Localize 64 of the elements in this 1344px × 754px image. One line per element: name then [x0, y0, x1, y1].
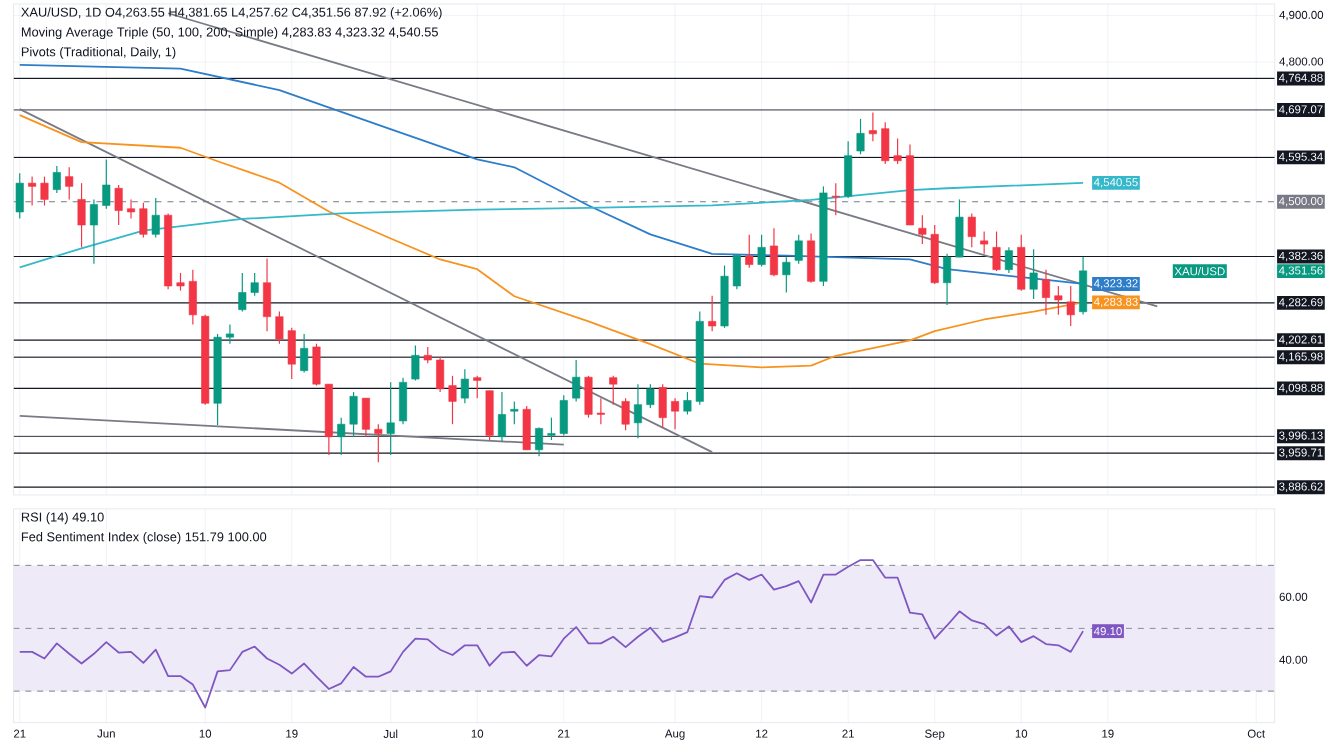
candlestick — [646, 383, 655, 409]
candlestick — [782, 256, 791, 293]
candlestick — [300, 333, 309, 373]
candlestick — [596, 397, 605, 425]
candlestick — [386, 381, 395, 456]
candlestick — [460, 368, 469, 404]
candlestick — [633, 383, 642, 439]
candlestick — [399, 376, 408, 425]
candlestick — [411, 344, 420, 381]
candlestick — [955, 198, 964, 258]
candlestick — [263, 257, 272, 332]
candlestick — [1054, 285, 1063, 316]
candlestick — [89, 198, 98, 265]
candlestick — [831, 182, 840, 216]
candlestick — [127, 198, 136, 219]
candlestick — [1066, 285, 1075, 327]
candlestick — [485, 389, 494, 441]
candlestick — [980, 230, 989, 255]
candlestick — [522, 405, 531, 451]
candlestick — [769, 227, 778, 277]
candlestick — [584, 375, 593, 419]
candlestick — [40, 175, 49, 206]
candlestick — [15, 172, 24, 219]
candlestick — [807, 232, 816, 284]
candlestick — [856, 118, 865, 155]
candlestick — [28, 175, 37, 206]
candlestick — [448, 375, 457, 425]
candlestick — [65, 166, 74, 200]
candlestick — [1029, 248, 1038, 300]
candlestick — [708, 295, 717, 332]
candlestick — [139, 201, 148, 239]
candlestick — [497, 391, 506, 443]
candlestick — [225, 323, 234, 345]
candlestick — [745, 234, 754, 269]
candlestick — [1017, 234, 1026, 292]
candlestick — [943, 253, 952, 306]
candlestick — [510, 400, 519, 425]
candlestick — [671, 397, 680, 430]
candlestick — [658, 383, 667, 428]
candlestick — [374, 423, 383, 463]
candlestick — [967, 212, 976, 248]
candlestick — [1004, 246, 1013, 274]
line-series — [18, 559, 1084, 709]
candlestick — [77, 182, 86, 248]
candlestick — [992, 230, 1001, 272]
candlestick — [151, 197, 160, 239]
candlestick — [757, 234, 766, 267]
candlestick — [844, 140, 853, 199]
candlestick — [114, 184, 123, 226]
candlestick — [436, 355, 445, 393]
candlestick — [1079, 256, 1088, 315]
candlestick — [868, 111, 877, 142]
candlestick — [794, 234, 803, 265]
candlestick — [1041, 268, 1050, 316]
candlestick — [609, 375, 618, 406]
line-series — [18, 181, 1084, 269]
candlestick — [732, 254, 741, 290]
candlestick — [535, 426, 544, 457]
candlestick — [473, 375, 482, 399]
candlestick — [102, 158, 111, 210]
candlestick — [361, 397, 370, 438]
candlestick — [52, 165, 61, 194]
candlestick — [572, 359, 581, 402]
candlestick — [621, 397, 630, 431]
